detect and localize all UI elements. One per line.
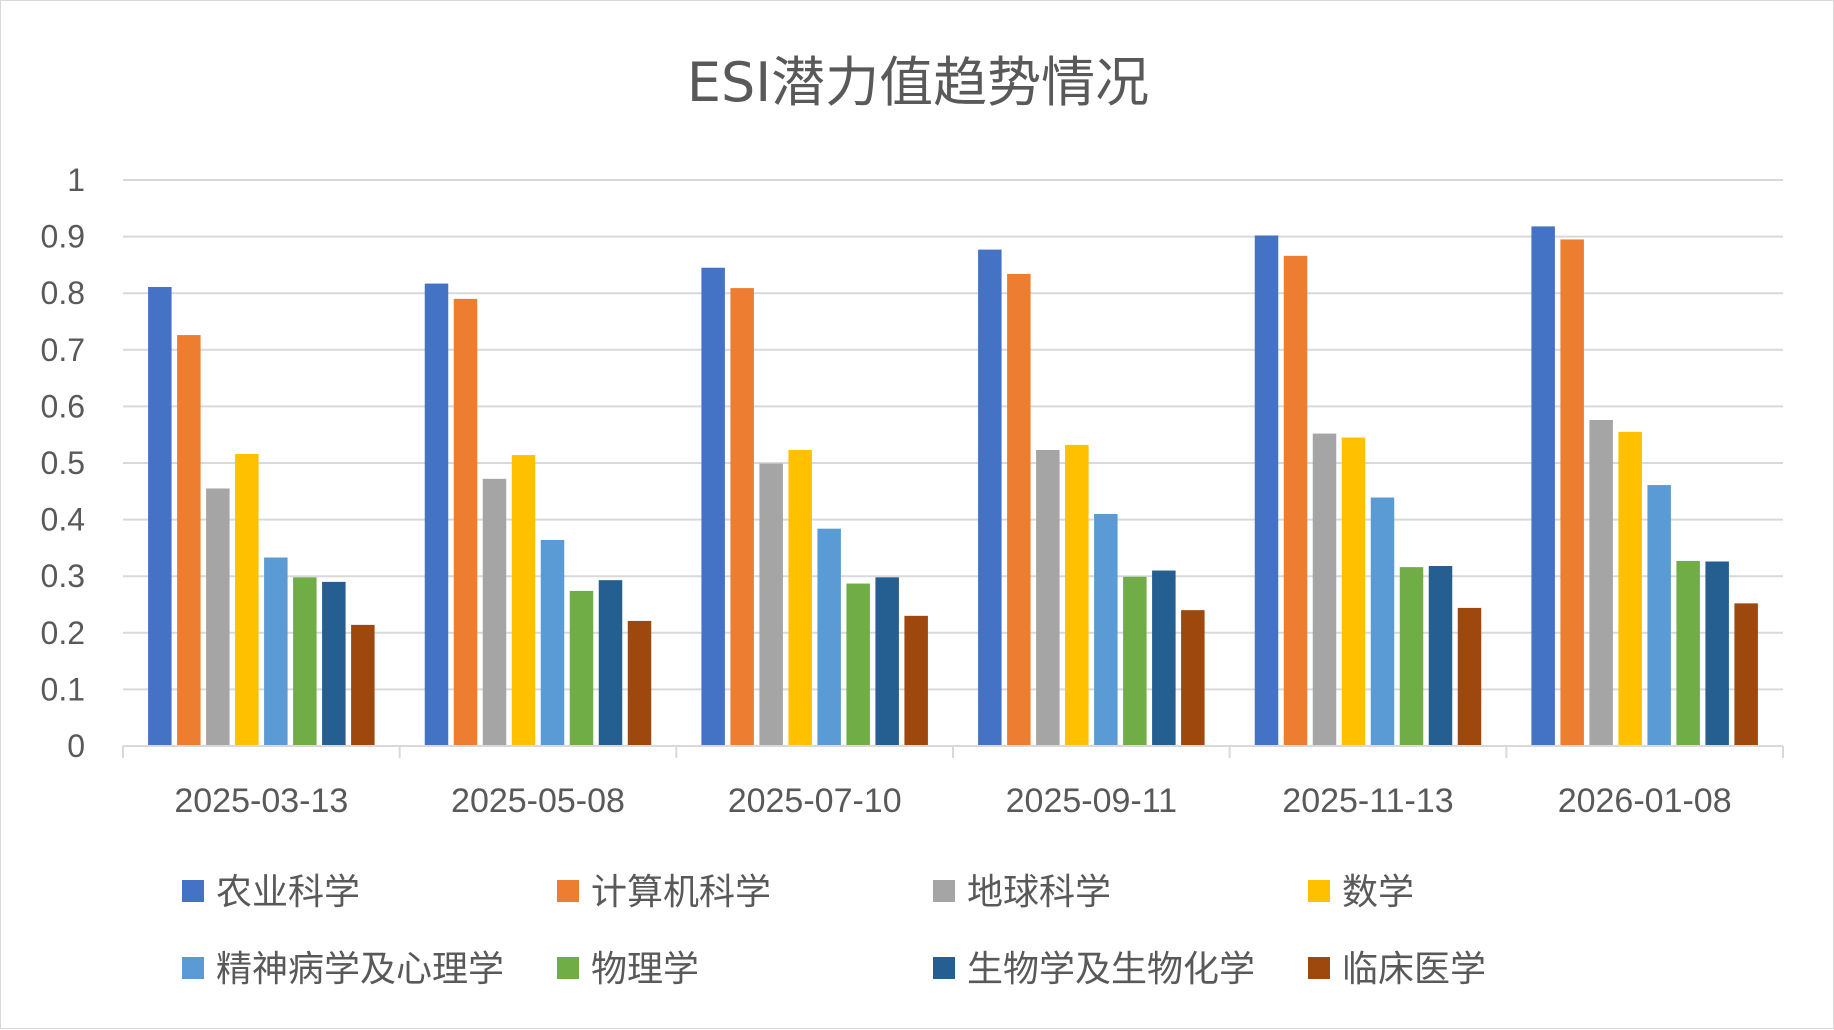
bar <box>1341 437 1366 746</box>
chart-title: ESI潜力值趋势情况 <box>687 51 1149 114</box>
bar <box>1283 255 1308 746</box>
bar <box>846 583 870 746</box>
y-tick-label: 0.5 <box>41 445 85 481</box>
bar <box>759 463 783 746</box>
legend-label: 临床医学 <box>1342 949 1486 990</box>
bar <box>293 577 317 746</box>
bar <box>875 577 899 746</box>
legend-item: 数学 <box>1308 872 1414 913</box>
bar <box>1618 431 1642 746</box>
legend-swatch <box>1308 880 1330 902</box>
legend-swatch <box>557 957 579 979</box>
legend-item: 农业科学 <box>182 872 360 913</box>
bar <box>1428 566 1453 746</box>
legend-swatch <box>182 957 204 979</box>
bar <box>148 286 172 746</box>
bar <box>598 580 623 746</box>
y-axis-ticks: 0 0.1 0.2 0.3 0.4 0.5 0.6 0.7 0.8 0.9 1 <box>41 162 85 764</box>
bar <box>1560 239 1584 746</box>
legend-swatch <box>557 880 579 902</box>
legend-label: 精神病学及心理学 <box>216 949 504 990</box>
bar <box>1065 444 1089 746</box>
bar <box>177 335 201 746</box>
bars <box>148 226 1758 747</box>
bar <box>730 288 754 746</box>
y-tick-label: 0.7 <box>41 332 85 368</box>
bar <box>701 267 725 746</box>
y-tick-label: 1 <box>67 162 85 198</box>
bar <box>904 615 928 746</box>
legend-item: 临床医学 <box>1308 949 1486 990</box>
bar <box>1705 561 1729 746</box>
legend-item: 计算机科学 <box>557 872 771 913</box>
bar <box>351 624 375 746</box>
legend-swatch <box>933 880 955 902</box>
legend-swatch <box>1308 957 1330 979</box>
bar <box>424 283 449 746</box>
bar <box>482 478 507 746</box>
bar <box>1399 567 1424 746</box>
bar <box>511 455 536 746</box>
bar <box>1676 560 1700 746</box>
bar <box>1589 419 1613 746</box>
bar <box>453 298 478 746</box>
bar <box>1647 485 1671 746</box>
x-tick-label: 2025-11-13 <box>1282 782 1453 820</box>
bar <box>788 449 812 746</box>
x-tick-label: 2025-03-13 <box>174 782 348 820</box>
x-tick-label: 2025-07-10 <box>728 782 902 820</box>
legend-label: 数学 <box>1342 872 1414 913</box>
legend-item: 精神病学及心理学 <box>182 949 504 990</box>
bar <box>1370 497 1395 746</box>
x-tick-label: 2026-01-08 <box>1558 782 1732 820</box>
bar <box>627 620 652 746</box>
y-tick-label: 0.2 <box>41 615 85 651</box>
legend-swatch <box>182 880 204 902</box>
legend-item: 物理学 <box>557 949 699 990</box>
legend-label: 地球科学 <box>967 872 1111 913</box>
bar <box>1152 570 1176 746</box>
bar <box>264 557 288 746</box>
x-tick-label: 2025-05-08 <box>451 782 625 820</box>
legend-label: 计算机科学 <box>591 872 771 913</box>
bar <box>1094 513 1118 746</box>
y-tick-label: 0.8 <box>41 275 85 311</box>
legend-item: 生物学及生物化学 <box>933 949 1255 990</box>
bar <box>1531 226 1555 747</box>
legend-label: 物理学 <box>591 949 699 990</box>
bar <box>322 581 346 746</box>
bar <box>206 488 230 746</box>
y-tick-label: 0.9 <box>41 219 85 255</box>
legend-item: 地球科学 <box>933 872 1111 913</box>
bar <box>235 453 259 746</box>
bar <box>569 590 594 746</box>
bar <box>1007 273 1031 746</box>
bar <box>1312 433 1337 746</box>
bar <box>978 249 1002 747</box>
bar <box>1457 607 1482 746</box>
x-axis: 2025-03-13 2025-05-08 2025-07-10 2025-09-11… <box>122 745 1784 820</box>
legend-swatch <box>933 957 955 979</box>
bar <box>1734 603 1758 746</box>
bar <box>1036 449 1060 746</box>
bar <box>817 528 841 746</box>
legend-label: 农业科学 <box>216 872 360 913</box>
y-tick-label: 0.3 <box>41 558 85 594</box>
bar <box>540 539 565 746</box>
y-tick-label: 0.1 <box>41 671 85 707</box>
y-tick-label: 0 <box>67 728 85 764</box>
x-tick-label: 2025-09-11 <box>1006 782 1177 820</box>
bar <box>1254 235 1279 746</box>
y-tick-label: 0.6 <box>41 388 85 424</box>
bar <box>1181 610 1205 746</box>
bar <box>1123 576 1147 746</box>
y-tick-label: 0.4 <box>41 502 85 538</box>
gridlines <box>123 179 1783 691</box>
legend-label: 生物学及生物化学 <box>967 949 1255 990</box>
